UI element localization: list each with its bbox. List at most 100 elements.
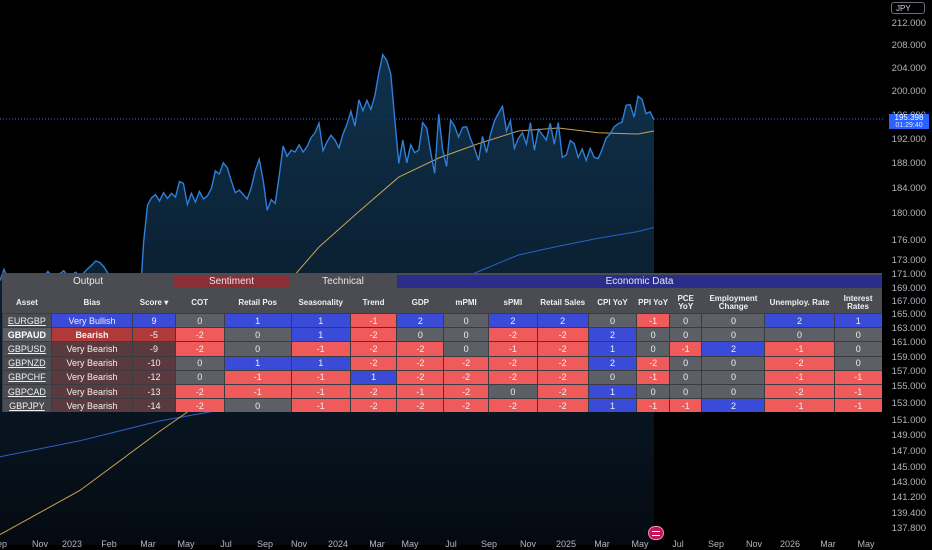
factor-cell: 0 <box>833 341 882 357</box>
y-tick-label: 176.000 <box>891 235 926 246</box>
x-tick-label: Nov <box>745 539 763 549</box>
factor-cell: -1 <box>349 312 397 328</box>
factor-cell: -2 <box>536 355 589 371</box>
x-tick-label: Sep <box>480 539 498 549</box>
factor-cell: -1 <box>668 341 702 357</box>
factor-cell: 1 <box>587 341 637 357</box>
factor-cell: -1 <box>636 398 670 413</box>
factor-cell: -2 <box>396 355 444 371</box>
x-tick-label: Mar <box>140 539 156 549</box>
y-tick-label: 157.000 <box>891 366 926 377</box>
x-tick-label: May <box>177 539 195 549</box>
y-tick-label: 192.000 <box>891 134 926 145</box>
x-tick-label: 2025 <box>555 539 577 549</box>
scroll-to-realtime-icon[interactable] <box>648 526 664 540</box>
factor-cell: -2 <box>443 398 489 413</box>
column-header: Asset <box>16 298 38 307</box>
factor-cell: 0 <box>443 341 489 357</box>
factor-cell: 2 <box>764 312 835 328</box>
x-tick-label: Sep <box>707 539 725 549</box>
factor-cell: 0 <box>636 341 670 357</box>
score-cell: -9 <box>132 341 176 357</box>
column-header: COT <box>191 298 209 307</box>
factor-cell: -2 <box>349 341 397 357</box>
factor-cell: 1 <box>833 312 882 328</box>
bias-cell: Very Bearish <box>50 369 133 385</box>
factor-cell: 1 <box>587 383 637 399</box>
factor-cell: 0 <box>396 327 444 342</box>
column-header: PPI YoY <box>638 298 669 307</box>
y-tick-label: 147.000 <box>891 446 926 457</box>
factor-cell: -2 <box>396 369 444 385</box>
factor-cell: 0 <box>764 327 835 342</box>
factor-cell: -2 <box>349 355 397 371</box>
factor-cell: 0 <box>223 341 292 357</box>
factor-cell: -2 <box>487 327 538 342</box>
column-header: Unemploy. Rate <box>769 298 830 307</box>
factor-cell: -1 <box>833 398 882 413</box>
x-tick-label: Nov <box>31 539 49 549</box>
y-tick-label: 139.400 <box>891 508 926 519</box>
factor-cell: -2 <box>443 355 489 371</box>
factor-cell: -2 <box>396 341 444 357</box>
factor-cell: 1 <box>290 312 351 328</box>
column-header-row: Asset Bias Score ▾ COT Retail Pos Seasonality… <box>3 293 883 314</box>
x-tick-label: Jul <box>220 539 232 549</box>
factor-cell: 0 <box>636 383 670 399</box>
factor-cell: -1 <box>636 369 670 385</box>
column-header: Retail Pos <box>238 298 278 307</box>
asset-link[interactable]: GBPAUD <box>2 327 52 342</box>
factor-cell: -1 <box>290 341 351 357</box>
asset-link[interactable]: GBPNZD <box>2 355 52 371</box>
factor-cell: -2 <box>174 383 225 399</box>
factor-cell: -1 <box>223 383 292 399</box>
factor-cell: 0 <box>443 312 489 328</box>
factor-cell: -2 <box>487 355 538 371</box>
asset-link[interactable]: GBPJPY <box>2 398 52 413</box>
factor-cell: 2 <box>587 355 637 371</box>
factor-cell: -1 <box>290 383 351 399</box>
factor-cell: -1 <box>764 398 835 413</box>
group-economic-data: Economic Data <box>397 275 882 288</box>
score-cell: -14 <box>132 398 176 413</box>
currency-button[interactable]: JPY <box>891 2 925 14</box>
x-tick-label: ep <box>0 539 8 549</box>
x-tick-label: Nov <box>519 539 537 549</box>
asset-link[interactable]: GBPCAD <box>2 383 52 399</box>
y-tick-label: 153.000 <box>891 398 926 409</box>
factor-cell: 1 <box>223 355 292 371</box>
factor-cell: 2 <box>701 341 765 357</box>
factor-cell: 1 <box>587 398 637 413</box>
group-sentiment: Sentiment <box>174 275 289 288</box>
column-header: Bias <box>83 298 101 307</box>
asset-link[interactable]: GBPUSD <box>2 341 52 357</box>
column-header: Trend <box>362 298 385 307</box>
sort-desc-icon[interactable]: ▾ <box>161 298 169 307</box>
y-tick-label: 161.000 <box>891 337 926 348</box>
factor-cell: 0 <box>833 327 882 342</box>
y-tick-label: 208.000 <box>891 40 926 51</box>
factor-cell: 0 <box>701 312 765 328</box>
y-tick-label: 184.000 <box>891 183 926 194</box>
factor-cell: -1 <box>290 398 351 413</box>
last-price-label: 195.398 01:29:40 <box>889 114 929 129</box>
factor-cell: 0 <box>701 355 765 371</box>
column-header: Interest Rates <box>843 294 873 311</box>
x-tick-label: Mar <box>594 539 610 549</box>
factor-cell: -2 <box>536 398 589 413</box>
factor-cell: -2 <box>536 383 589 399</box>
column-header[interactable]: Score ▾ <box>139 298 169 307</box>
factor-cell: 0 <box>587 369 637 385</box>
column-header: Retail Sales <box>540 298 586 307</box>
y-tick-label: 137.800 <box>891 523 926 534</box>
factor-cell: -1 <box>636 312 670 328</box>
factor-cell: 0 <box>668 327 702 342</box>
asset-link[interactable]: GBPCHF <box>2 369 52 385</box>
score-cell: 9 <box>132 312 176 328</box>
factor-cell: 0 <box>443 327 489 342</box>
factor-cell: -1 <box>764 369 835 385</box>
asset-link[interactable]: EURGBP <box>2 312 52 328</box>
factor-cell: 0 <box>833 355 882 371</box>
x-tick-label: May <box>631 539 649 549</box>
score-cell: -13 <box>132 383 176 399</box>
